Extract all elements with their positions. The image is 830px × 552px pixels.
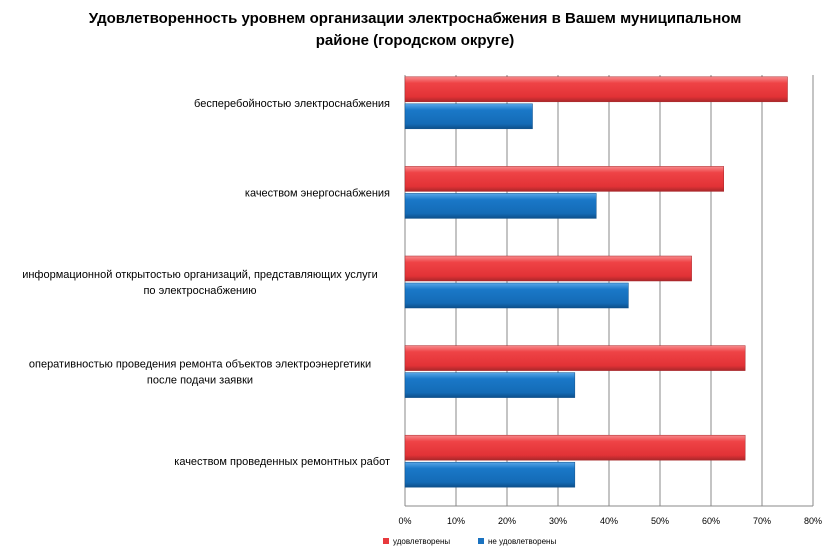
- x-tick-label: 60%: [702, 516, 720, 526]
- bar-satisfied: [404, 345, 746, 371]
- x-tick-label: 40%: [600, 516, 618, 526]
- bar-not-satisfied: [404, 461, 576, 488]
- bar-satisfied: [404, 434, 746, 461]
- category-label: бесперебойностью электроснабжения: [194, 98, 390, 110]
- bar-not-satisfied: [404, 282, 629, 309]
- category-label: по электроснабжению: [143, 285, 256, 297]
- x-tick-label: 30%: [549, 516, 567, 526]
- bar-not-satisfied: [404, 372, 576, 398]
- category-label: оперативностью проведения ремонта объект…: [29, 359, 371, 371]
- legend-swatch: [383, 538, 389, 544]
- category-label: качеством энергоснабжения: [245, 187, 390, 199]
- bar-not-satisfied: [404, 103, 533, 130]
- legend-label: не удовлетворены: [488, 537, 556, 546]
- x-tick-label: 70%: [753, 516, 771, 526]
- category-label: после подачи заявки: [147, 375, 253, 387]
- x-tick-label: 10%: [447, 516, 465, 526]
- category-label: информационной открытостью организаций, …: [22, 269, 378, 281]
- x-tick-label: 50%: [651, 516, 669, 526]
- legend-swatch: [478, 538, 484, 544]
- x-tick-label: 80%: [804, 516, 822, 526]
- bar-not-satisfied: [404, 193, 597, 219]
- legend-label: удовлетворены: [393, 537, 450, 546]
- bar-satisfied: [404, 166, 724, 192]
- bar-satisfied: [404, 255, 692, 282]
- category-label: качеством проведенных ремонтных работ: [174, 456, 390, 468]
- x-tick-label: 0%: [398, 516, 411, 526]
- chart-title: Удовлетворенность уровнем организации эл…: [88, 10, 742, 49]
- bar-satisfied: [404, 76, 788, 103]
- x-tick-label: 20%: [498, 516, 516, 526]
